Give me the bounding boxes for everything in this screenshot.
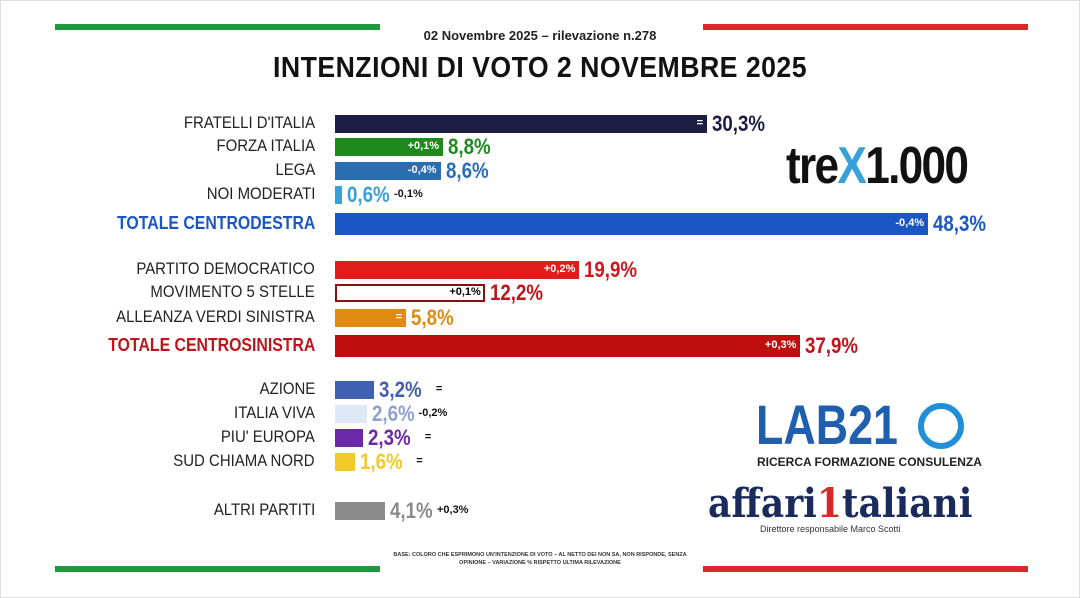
survey-subtitle: 02 Novembre 2025 – rilevazione n.278: [423, 28, 657, 43]
bar-label: TOTALE CENTRODESTRA: [116, 213, 315, 233]
data-label: 8,8%: [448, 134, 491, 159]
lab21-chart-icon: [918, 403, 964, 449]
data-label: 19,9%: [584, 257, 638, 282]
affaritaliani-logo: affari1taliani: [708, 480, 972, 527]
bar-label: ALLEANZA VERDI SINISTRA: [116, 307, 315, 326]
lab21-logo: LAB21: [756, 393, 898, 456]
data-label: 5,8%: [411, 305, 454, 330]
bar-label: ITALIA VIVA: [234, 403, 315, 422]
change-label: -0,2%: [418, 407, 448, 419]
bar: [335, 162, 441, 180]
change-label: -0,1%: [394, 188, 423, 200]
logo-text: tre: [786, 137, 839, 195]
data-label: 30,3%: [712, 111, 766, 136]
flag-green-bottom: [55, 566, 380, 572]
bar-label: ALTRI PARTITI: [213, 500, 315, 519]
change-label: =: [435, 383, 443, 395]
logo-text: 1.000: [865, 137, 969, 195]
data-label: 8,6%: [445, 158, 489, 183]
bar: [335, 405, 367, 423]
bar-label: FRATELLI D'ITALIA: [183, 113, 315, 132]
bar: [335, 429, 364, 447]
change-label: +0,2%: [543, 263, 576, 275]
change-label: +0,1%: [449, 286, 481, 298]
bar: [335, 115, 708, 133]
bar: [335, 309, 407, 327]
change-label: +0,1%: [407, 140, 440, 152]
flag-red-bottom: [703, 566, 1028, 572]
bar-label: FORZA ITALIA: [216, 136, 315, 155]
change-label: =: [696, 117, 704, 129]
data-label: 3,2%: [379, 377, 422, 402]
data-label: 2,6%: [371, 401, 415, 426]
bar: [335, 261, 580, 279]
logo-text: X: [837, 137, 866, 195]
flag-green-top: [55, 24, 380, 30]
flag-red-top: [703, 24, 1028, 30]
data-label: 12,2%: [489, 280, 543, 305]
logo-text: 1: [816, 480, 842, 527]
data-label: 4,1%: [390, 498, 433, 523]
bar: [335, 381, 375, 399]
bar: [335, 138, 444, 156]
data-label: 1,6%: [359, 449, 403, 474]
bar-label: PARTITO DEMOCRATICO: [136, 259, 315, 278]
bar: [335, 335, 801, 357]
change-label: -0,4%: [895, 217, 925, 229]
bar-label: NOI MODERATI: [206, 184, 315, 203]
data-label: 48,3%: [933, 211, 987, 236]
logo-text: taliani: [841, 480, 973, 527]
trex1000-logo: treX1.000: [786, 136, 969, 196]
bar-label: SUD CHIAMA NORD: [173, 451, 315, 470]
bar: [335, 453, 355, 471]
bar: [335, 213, 929, 235]
bar-label: MOVIMENTO 5 STELLE: [150, 282, 315, 301]
bar-label: PIU' EUROPA: [220, 427, 315, 446]
lab21-tagline: RICERCA FORMAZIONE CONSULENZA: [757, 455, 982, 469]
bar-label: TOTALE CENTROSINISTRA: [107, 335, 315, 355]
logo-text: affari: [708, 480, 817, 527]
bar: [335, 186, 343, 204]
bar: [335, 502, 386, 520]
change-label: -0,4%: [407, 164, 437, 176]
chart-title: INTENZIONI DI VOTO 2 NOVEMBRE 2025: [272, 52, 808, 84]
data-label: 0,6%: [347, 182, 390, 207]
bar-label: AZIONE: [259, 379, 315, 398]
bar: [335, 284, 485, 302]
data-label: 37,9%: [805, 333, 859, 358]
change-label: =: [416, 455, 423, 467]
bar-label: LEGA: [275, 160, 315, 179]
change-label: =: [424, 431, 432, 443]
footnote: BASE: COLORO CHE ESPRIMONO UN'INTENZIONE…: [393, 552, 687, 566]
data-label: 2,3%: [368, 425, 411, 450]
affaritaliani-director: Direttore responsabile Marco Scotti: [760, 524, 901, 534]
change-label: =: [395, 311, 403, 323]
change-label: +0,3%: [436, 504, 469, 516]
change-label: +0,3%: [764, 339, 797, 351]
